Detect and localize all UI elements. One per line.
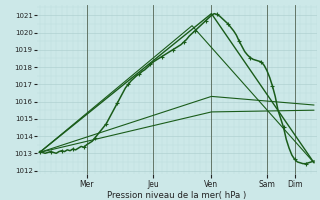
X-axis label: Pression niveau de la mer( hPa ): Pression niveau de la mer( hPa ): [107, 191, 246, 200]
